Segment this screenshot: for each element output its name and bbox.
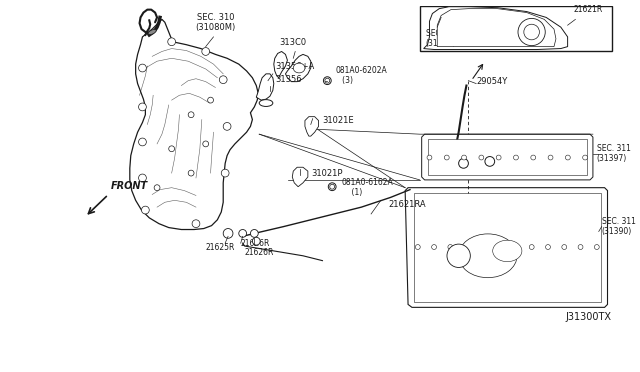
Circle shape [459, 158, 468, 168]
Circle shape [461, 155, 467, 160]
Text: 081A0-6162A
    (1): 081A0-6162A (1) [342, 178, 394, 198]
Circle shape [448, 245, 452, 250]
Circle shape [192, 220, 200, 228]
Text: 29054Y: 29054Y [476, 77, 508, 86]
Circle shape [168, 38, 175, 46]
Circle shape [141, 206, 149, 214]
Circle shape [447, 244, 470, 267]
Circle shape [221, 169, 229, 177]
Text: J31300TX: J31300TX [566, 312, 612, 322]
Circle shape [496, 155, 501, 160]
Polygon shape [424, 7, 568, 49]
Circle shape [139, 64, 147, 72]
Text: 31021E: 31021E [323, 116, 354, 125]
Text: 21626R: 21626R [244, 248, 274, 257]
Text: 31356+A: 31356+A [276, 62, 315, 71]
Circle shape [513, 245, 518, 250]
Text: 21621R: 21621R [573, 5, 603, 14]
Circle shape [139, 103, 147, 111]
Circle shape [250, 230, 258, 237]
Circle shape [169, 146, 175, 152]
Circle shape [595, 245, 599, 250]
Polygon shape [130, 19, 258, 230]
Circle shape [479, 155, 484, 160]
Circle shape [513, 155, 518, 160]
Text: 21626R: 21626R [241, 239, 270, 248]
Circle shape [188, 170, 194, 176]
Circle shape [565, 155, 570, 160]
Bar [420, 6, 612, 51]
Polygon shape [437, 9, 556, 46]
Ellipse shape [459, 234, 517, 278]
Circle shape [154, 185, 160, 190]
Circle shape [223, 122, 231, 130]
Ellipse shape [148, 29, 156, 35]
Circle shape [139, 138, 147, 146]
Ellipse shape [325, 78, 330, 83]
Circle shape [464, 245, 469, 250]
Circle shape [497, 245, 502, 250]
Text: 31356: 31356 [276, 75, 302, 84]
Polygon shape [428, 139, 587, 175]
Circle shape [518, 18, 545, 46]
Text: 21625R: 21625R [205, 243, 235, 251]
Circle shape [524, 24, 540, 40]
Text: 21621R: 21621R [497, 155, 527, 164]
Circle shape [202, 48, 209, 55]
Circle shape [529, 245, 534, 250]
Circle shape [252, 237, 260, 245]
Ellipse shape [330, 184, 335, 189]
Text: 313C0: 313C0 [280, 38, 307, 46]
Circle shape [239, 230, 246, 237]
Text: 081A0-6202A
   (3): 081A0-6202A (3) [335, 66, 387, 86]
Text: 31021P: 31021P [312, 169, 343, 177]
Text: 21621RA: 21621RA [388, 200, 426, 209]
Text: SEC. 311
(31390): SEC. 311 (31390) [602, 217, 636, 236]
Polygon shape [285, 54, 311, 81]
Ellipse shape [323, 77, 332, 84]
Circle shape [545, 245, 550, 250]
Circle shape [220, 76, 227, 84]
Text: FRONT: FRONT [110, 180, 147, 190]
Circle shape [415, 245, 420, 250]
Circle shape [531, 155, 536, 160]
Circle shape [431, 245, 436, 250]
Polygon shape [422, 134, 593, 180]
Circle shape [548, 155, 553, 160]
Circle shape [203, 141, 209, 147]
Polygon shape [256, 74, 274, 100]
Polygon shape [405, 188, 607, 307]
Circle shape [139, 174, 147, 182]
Circle shape [562, 245, 566, 250]
Text: SEC. 311
(31390): SEC. 311 (31390) [426, 29, 460, 48]
Circle shape [481, 245, 485, 250]
Circle shape [188, 112, 194, 118]
Circle shape [485, 157, 495, 166]
Circle shape [223, 228, 233, 238]
Polygon shape [305, 117, 319, 136]
Text: SEC. 311
(31397): SEC. 311 (31397) [597, 144, 630, 163]
Ellipse shape [259, 100, 273, 106]
Ellipse shape [293, 63, 305, 73]
Circle shape [582, 155, 588, 160]
Circle shape [207, 97, 214, 103]
Ellipse shape [493, 240, 522, 262]
Circle shape [444, 155, 449, 160]
Circle shape [578, 245, 583, 250]
Polygon shape [414, 193, 601, 302]
Circle shape [427, 155, 432, 160]
Polygon shape [274, 51, 287, 78]
Polygon shape [292, 167, 308, 187]
Ellipse shape [328, 183, 336, 190]
Text: SEC. 310
(31080M): SEC. 310 (31080M) [195, 13, 236, 32]
